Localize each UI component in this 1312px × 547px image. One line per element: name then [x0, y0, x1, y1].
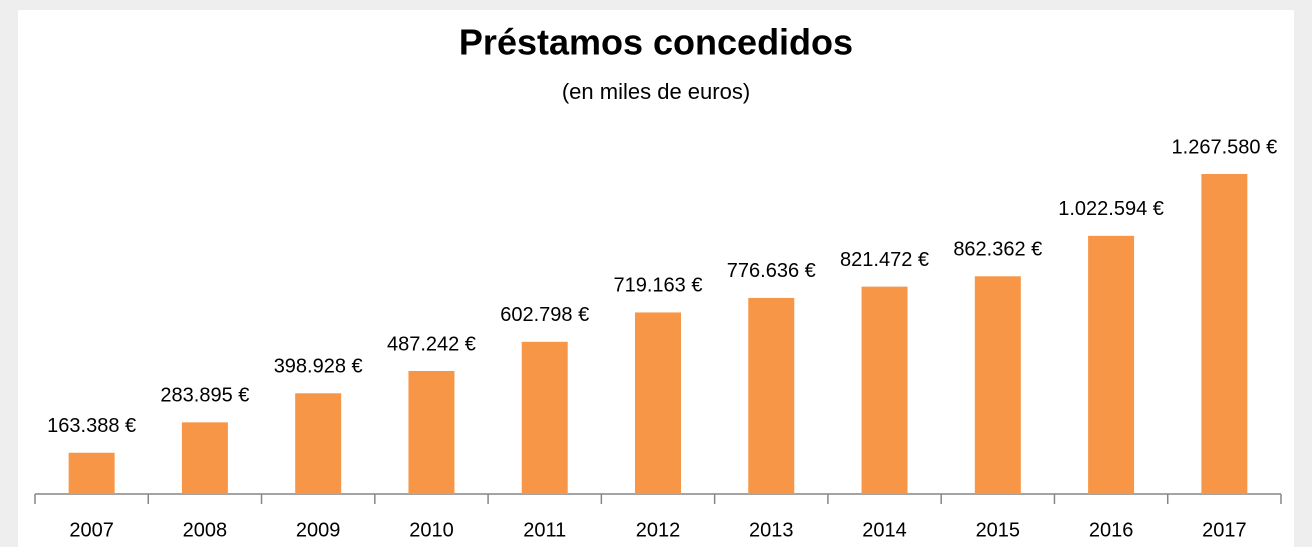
x-tick-label: 2009	[296, 519, 341, 541]
data-label: 719.163 €	[614, 275, 703, 297]
data-label: 602.798 €	[500, 304, 589, 326]
bar	[68, 452, 115, 494]
bar	[974, 276, 1021, 494]
data-label: 821.472 €	[840, 249, 929, 271]
x-tick-label: 2015	[976, 519, 1021, 541]
x-tick-label: 2016	[1089, 519, 1134, 541]
chart-title: Préstamos concedidos	[459, 22, 853, 63]
data-label: 283.895 €	[160, 385, 249, 407]
data-label: 862.362 €	[953, 239, 1042, 261]
bar	[635, 312, 681, 494]
data-label: 398.928 €	[274, 356, 363, 378]
bar	[181, 422, 228, 494]
bar	[408, 370, 455, 494]
x-tick-label: 2008	[183, 519, 228, 541]
bar	[521, 341, 568, 494]
data-label: 776.636 €	[727, 260, 816, 282]
data-label: 163.388 €	[47, 415, 136, 437]
data-label: 1.267.580 €	[1172, 136, 1278, 158]
bar	[748, 297, 795, 494]
x-tick-label: 2017	[1202, 519, 1247, 541]
bar	[1201, 174, 1248, 494]
bar	[1088, 235, 1135, 494]
chart-subtitle: (en miles de euros)	[562, 79, 750, 104]
bar	[861, 286, 908, 494]
x-tick-label: 2013	[749, 519, 794, 541]
x-tick-label: 2011	[523, 519, 566, 541]
x-tick-label: 2007	[69, 519, 114, 541]
bar	[295, 393, 342, 494]
x-tick-label: 2010	[409, 519, 454, 541]
x-tick-label: 2012	[636, 519, 681, 541]
data-label: 1.022.594 €	[1058, 198, 1164, 220]
data-label: 487.242 €	[387, 333, 476, 355]
x-tick-label: 2014	[862, 519, 907, 541]
